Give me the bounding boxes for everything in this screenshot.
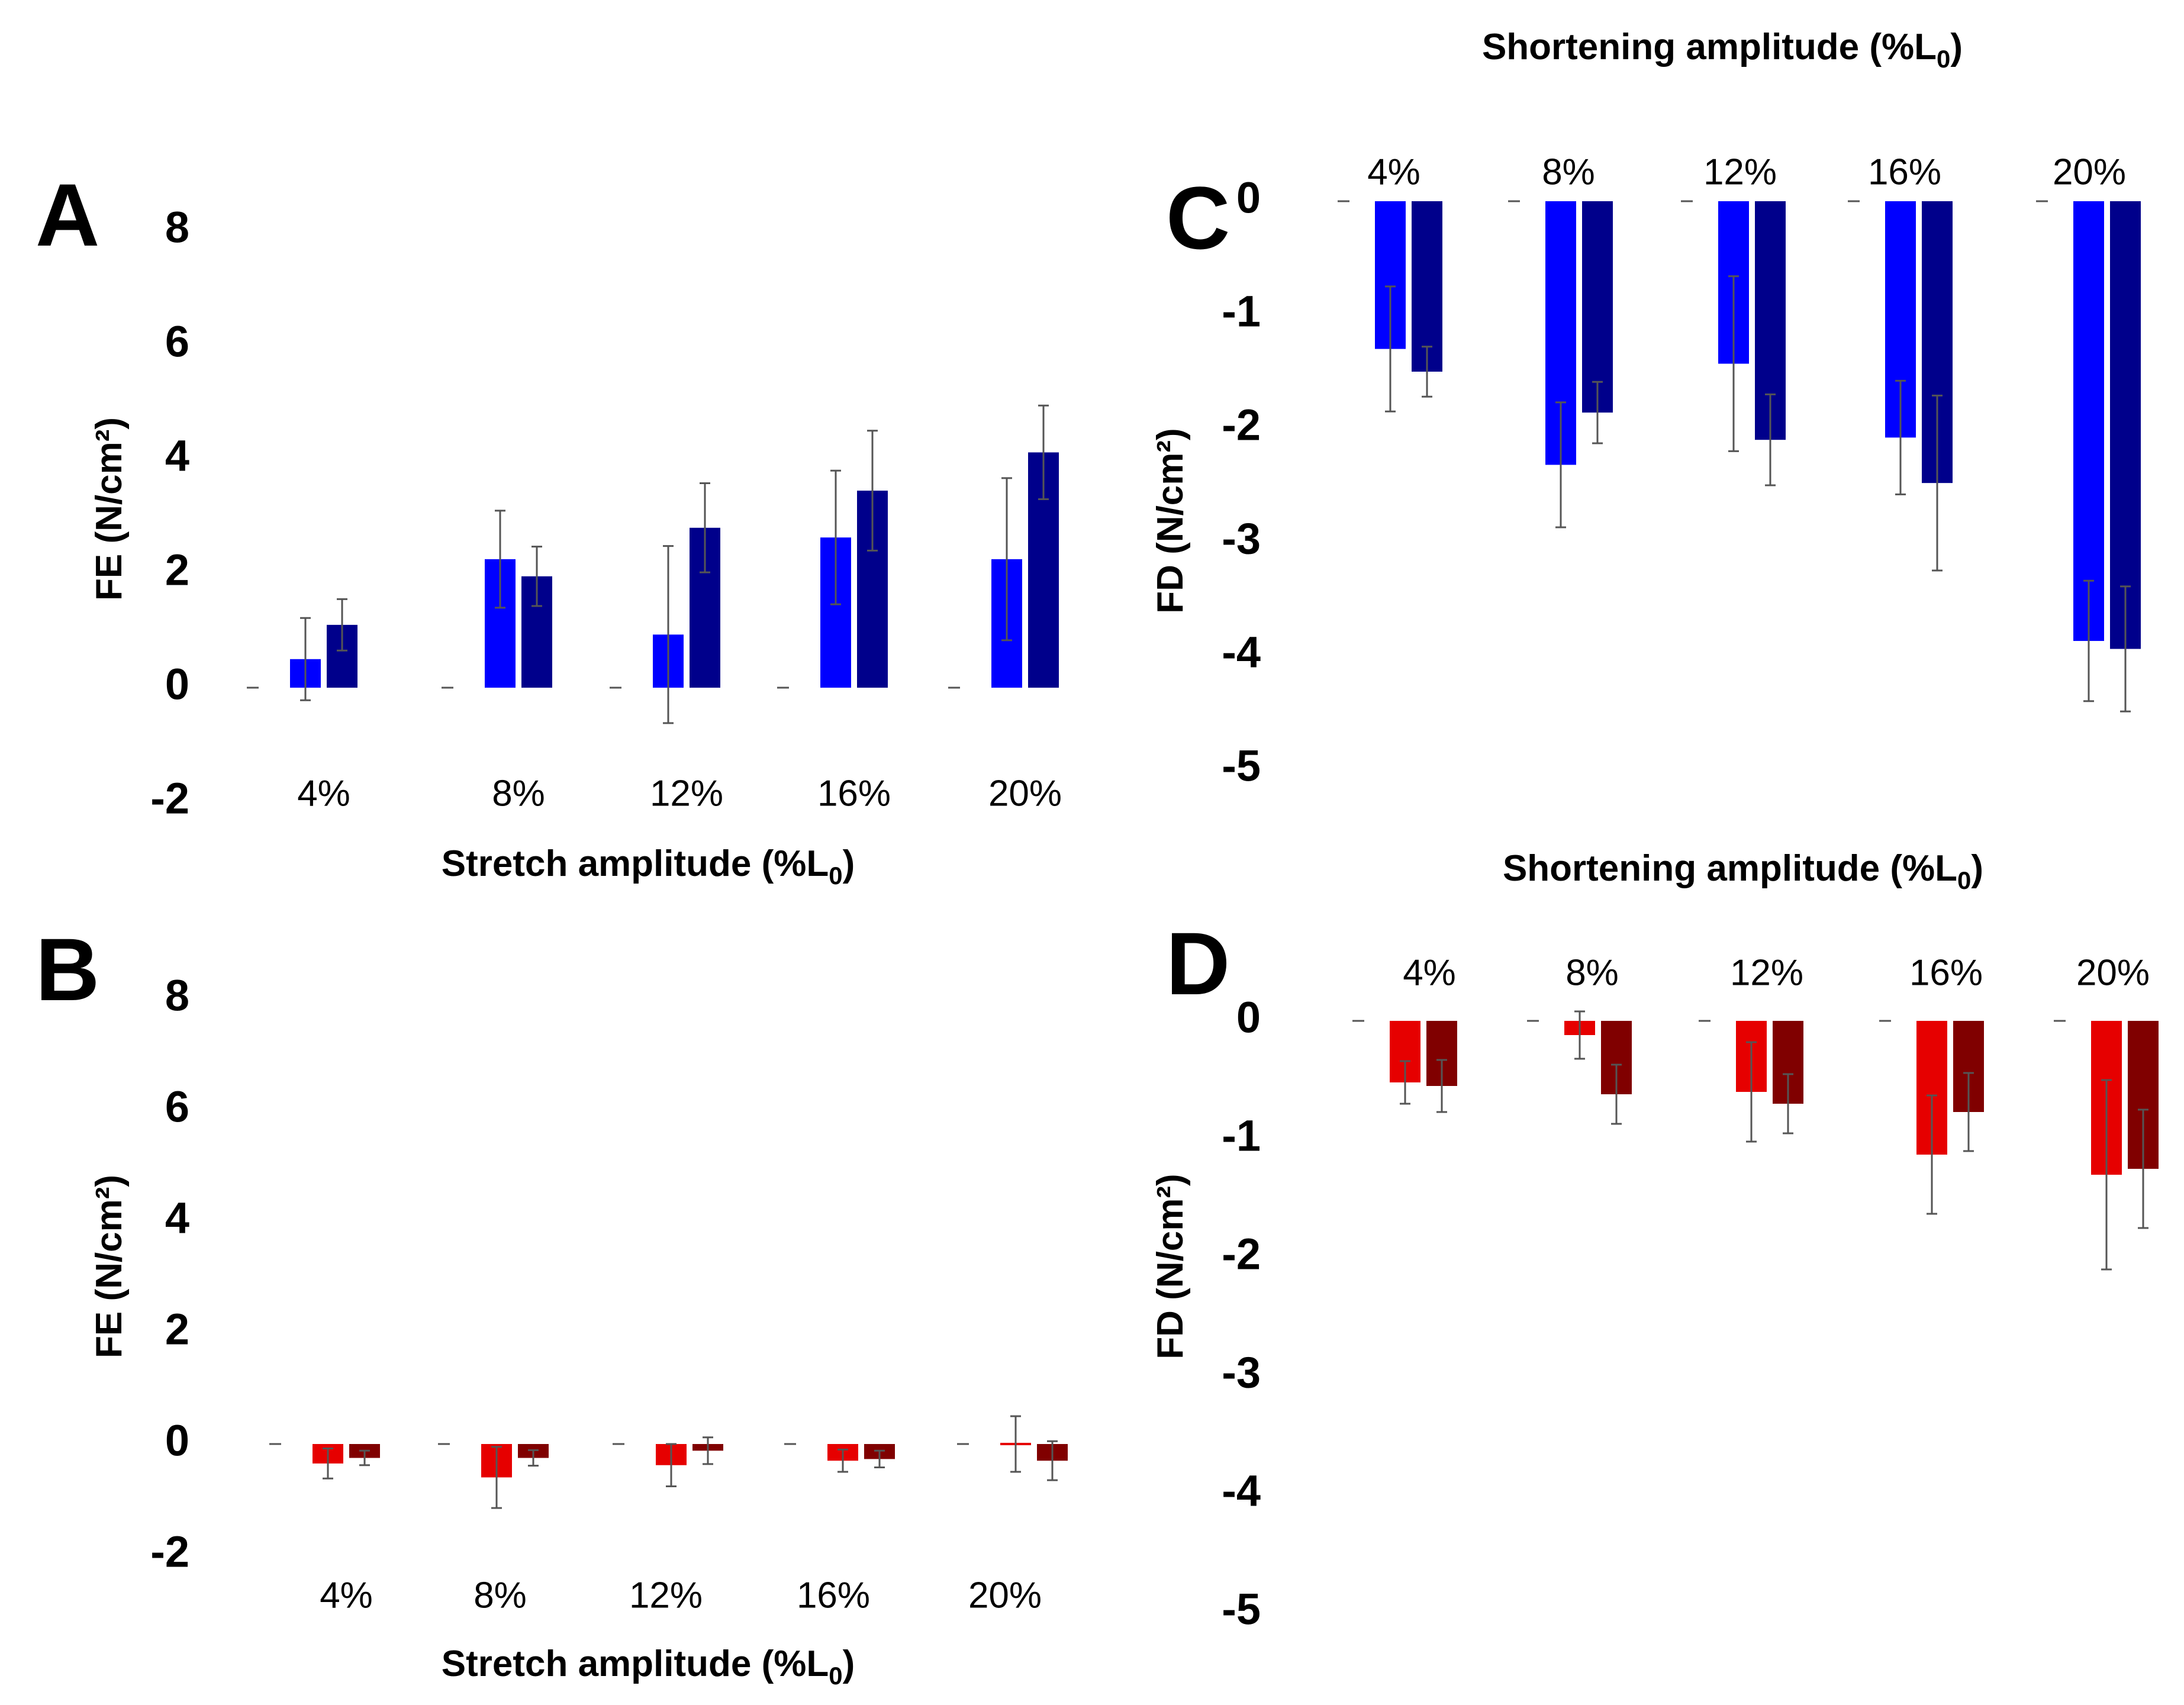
- panel-c-xlabel: Shortening amplitude (%L0): [1482, 27, 1963, 73]
- panel-c-letter: C: [1166, 168, 1230, 267]
- panel-b-category-label: 8%: [473, 1575, 527, 1616]
- panel-b-category-label: 20%: [968, 1575, 1042, 1616]
- panel-a-category-label: 8%: [492, 773, 545, 814]
- panel-b-ytick: -2: [150, 1527, 189, 1577]
- panel-b-category-label: 12%: [629, 1575, 703, 1616]
- panel-b-ytick: 0: [165, 1416, 189, 1465]
- panel-d-ytick: -1: [1222, 1111, 1261, 1161]
- panel-a-category-label: 12%: [650, 773, 723, 814]
- panel-b-letter: B: [36, 920, 99, 1019]
- panel-c-bar: [1582, 201, 1613, 413]
- panel-a-ytick: 2: [165, 546, 189, 595]
- panel-c-ytick: -2: [1222, 401, 1261, 450]
- panel-b-ytick: 6: [165, 1082, 189, 1132]
- panel-d-ytick: 0: [1236, 993, 1261, 1042]
- panel-b-category-label: 4%: [320, 1575, 373, 1616]
- panel-d-ytick: -3: [1222, 1348, 1261, 1397]
- panel-a-xlabel: Stretch amplitude (%L0): [442, 843, 855, 889]
- panel-c-ytick: -1: [1222, 287, 1261, 336]
- panel-c-ylabel: FD (N/cm²): [1150, 428, 1191, 613]
- panel-d-xlabel: Shortening amplitude (%L0): [1503, 848, 1983, 894]
- panel-c-ytick: -5: [1222, 742, 1261, 791]
- panel-c-ytick: -4: [1222, 628, 1261, 677]
- panel-c-category-label: 12%: [1703, 152, 1777, 192]
- panel-c-category-label: 20%: [2053, 152, 2126, 192]
- panel-d-letter: D: [1166, 914, 1230, 1013]
- panel-a-ytick: 6: [165, 317, 189, 366]
- panel-b-xlabel: Stretch amplitude (%L0): [442, 1643, 855, 1690]
- panel-a-ylabel: FE (N/cm²): [89, 417, 130, 601]
- panel-c-ytick: -3: [1222, 514, 1261, 563]
- panel-b-category-label: 16%: [797, 1575, 870, 1616]
- panel-d-ytick: -2: [1222, 1230, 1261, 1279]
- panel-a-category-label: 16%: [817, 773, 891, 814]
- panel-a-ytick: -2: [150, 774, 189, 823]
- panel-d-category-label: 16%: [1909, 952, 1983, 993]
- panel-d-category-label: 4%: [1403, 952, 1456, 993]
- panel-d-ytick: -5: [1222, 1585, 1261, 1634]
- panel-c-category-label: 16%: [1868, 152, 1941, 192]
- panel-a-category-label: 20%: [988, 773, 1062, 814]
- panel-c-category-label: 4%: [1367, 152, 1420, 192]
- panel-c-bar: [2110, 201, 2141, 649]
- panel-b-ytick: 8: [165, 971, 189, 1020]
- panel-b-ytick: 2: [165, 1305, 189, 1354]
- panel-c-category-label: 8%: [1542, 152, 1595, 192]
- panel-a-ytick: 0: [165, 660, 189, 709]
- panel-d-category-label: 12%: [1730, 952, 1803, 993]
- panel-d-category-label: 8%: [1565, 952, 1619, 993]
- panel-d-ytick: -4: [1222, 1467, 1261, 1516]
- panel-c-bar: [1412, 201, 1442, 372]
- panel-b-ytick: 4: [165, 1194, 189, 1243]
- panel-c-bar: [2073, 201, 2104, 642]
- panel-a-ytick: 8: [165, 203, 189, 252]
- panel-a-ytick: 4: [165, 431, 189, 481]
- panel-c-ytick: 0: [1236, 173, 1261, 223]
- panel-d-category-label: 20%: [2076, 952, 2150, 993]
- panel-a-category-label: 4%: [297, 773, 350, 814]
- panel-b-ylabel: FE (N/cm²): [89, 1175, 130, 1358]
- panel-d-ylabel: FD (N/cm²): [1150, 1174, 1191, 1359]
- panel-a-letter: A: [36, 165, 99, 265]
